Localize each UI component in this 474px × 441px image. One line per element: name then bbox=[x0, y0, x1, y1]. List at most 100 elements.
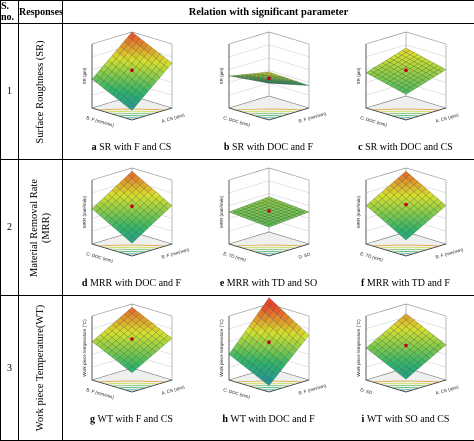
header-responses: Responses bbox=[19, 1, 63, 24]
surface-plot: A: CS (rpm) B: F (mm/min) SR (µm) bbox=[64, 24, 200, 144]
surface-plot: A: CS (rpm) D: SO Work piece temperature (… bbox=[338, 296, 474, 416]
response-label-line: Material Removal Rate bbox=[29, 179, 40, 277]
response-label: Work piece Temperature(WT) bbox=[35, 305, 47, 432]
row-number: 2 bbox=[1, 160, 19, 296]
table-row: 2 Material Removal Rate(MRR) B: F (mm/mi… bbox=[1, 160, 474, 296]
x-axis-label: B: F (mm/min) bbox=[297, 111, 326, 124]
design-point bbox=[130, 204, 134, 208]
response-cell: Work piece Temperature(WT) bbox=[19, 296, 63, 441]
header-row: S. no. Responses Relation with significa… bbox=[1, 1, 474, 24]
panel-caption-text: SR with DOC and CS bbox=[365, 142, 453, 153]
panel-caption-text: MRR with TD and F bbox=[367, 278, 450, 289]
y-axis-label: C: DOC (mm) bbox=[222, 387, 250, 400]
design-point bbox=[404, 203, 408, 207]
x-axis-label: A: CS (rpm) bbox=[160, 384, 185, 395]
x-axis-label: A: CS (rpm) bbox=[434, 112, 459, 123]
panel-letter: b bbox=[224, 142, 232, 153]
y-axis-label: E: TD (mm) bbox=[222, 251, 246, 262]
response-cell: Surface Roughness (SR) bbox=[19, 24, 63, 160]
y-axis-label: C: DOC (mm) bbox=[85, 251, 113, 264]
z-axis-label: SR (µm) bbox=[82, 67, 87, 84]
z-axis-label: MRR (mm³/min) bbox=[82, 196, 87, 228]
panel-caption-text: WT with DOC and F bbox=[230, 414, 314, 425]
plots-cell: B: F (mm/min) C: DOC (mm) MRR (mm³/min) d M… bbox=[63, 160, 474, 296]
panel-caption: b SR with DOC and F bbox=[224, 142, 313, 153]
plots-cell: A: CS (rpm) B: F (mm/min) Work piece tempe… bbox=[63, 296, 474, 441]
panel-caption-text: SR with DOC and F bbox=[232, 142, 313, 153]
design-point bbox=[267, 340, 271, 344]
panel-caption: c SR with DOC and CS bbox=[358, 142, 453, 153]
z-axis-label: SR (µm) bbox=[356, 67, 361, 84]
surface-plot: B: F (mm/min) C: DOC (mm) Work piece tempe… bbox=[201, 296, 337, 416]
z-axis-label: SR (µm) bbox=[219, 67, 224, 84]
z-axis-label: Work piece temperature (°C) bbox=[356, 319, 361, 377]
design-point bbox=[404, 68, 408, 72]
response-label-line: (MRR) bbox=[41, 212, 52, 242]
surface-plot-panel: B: F (mm/min) C: DOC (mm) MRR (mm³/min) d M… bbox=[63, 160, 200, 295]
row-number: 3 bbox=[1, 296, 19, 441]
design-point bbox=[267, 209, 271, 213]
plots-cell: A: CS (rpm) B: F (mm/min) SR (µm) a SR with… bbox=[63, 24, 474, 160]
y-axis-label: C: DOC (mm) bbox=[359, 115, 387, 128]
panel-caption-text: SR with F and CS bbox=[99, 142, 171, 153]
panel-caption: i WT with SO and CS bbox=[362, 414, 450, 425]
header-sno: S. no. bbox=[1, 1, 19, 24]
x-axis-label: A: CS (rpm) bbox=[434, 384, 459, 395]
response-label: Material Removal Rate(MRR) bbox=[29, 179, 53, 277]
design-point bbox=[130, 337, 134, 341]
surface-plot: B: F (mm/min) E: TD (mm) MRR (mm³/min) bbox=[338, 160, 474, 280]
panel-caption: a SR with F and CS bbox=[92, 142, 172, 153]
y-axis-label: B: F (mm/min) bbox=[85, 387, 114, 400]
surface-plot-panel: A: CS (rpm) B: F (mm/min) SR (µm) a SR with… bbox=[63, 24, 200, 159]
surface-plot: B: F (mm/min) C: DOC (mm) SR (µm) bbox=[201, 24, 337, 144]
design-point bbox=[130, 68, 134, 72]
surface-plot-panel: A: CS (rpm) B: F (mm/min) Work piece tempe… bbox=[63, 296, 200, 440]
panel-caption: h WT with DOC and F bbox=[222, 414, 314, 425]
surface-plot: A: CS (rpm) C: DOC (mm) SR (µm) bbox=[338, 24, 474, 144]
surface-plot-panel: A: CS (rpm) C: DOC (mm) SR (µm) c SR with D… bbox=[337, 24, 474, 159]
y-axis-label: B: F (mm/min) bbox=[85, 115, 114, 128]
surface-plot-panel: A: CS (rpm) D: SO Work piece temperature (… bbox=[337, 296, 474, 440]
panel-caption-text: WT with SO and CS bbox=[367, 414, 450, 425]
surface-plot-panel: B: F (mm/min) E: TD (mm) MRR (mm³/min) f MR… bbox=[337, 160, 474, 295]
z-axis-label: MRR (mm³/min) bbox=[356, 196, 361, 228]
panel-caption-text: MRR with DOC and F bbox=[90, 278, 181, 289]
surface-plot: B: F (mm/min) C: DOC (mm) MRR (mm³/min) bbox=[64, 160, 200, 280]
y-axis-label: E: TD (mm) bbox=[359, 251, 383, 262]
surface-plot: D: SO E: TD (mm) MRR (mm³/min) bbox=[201, 160, 337, 280]
table-row: 1 Surface Roughness (SR) A: CS (rpm) B: F… bbox=[1, 24, 474, 160]
table-row: 3 Work piece Temperature(WT) A: CS (rpm)… bbox=[1, 296, 474, 441]
panel-letter: d bbox=[82, 278, 90, 289]
header-relation: Relation with significant parameter bbox=[63, 1, 474, 24]
design-point bbox=[404, 344, 408, 348]
response-label: Surface Roughness (SR) bbox=[35, 40, 47, 143]
surface-plot-panel: B: F (mm/min) C: DOC (mm) SR (µm) b SR with… bbox=[200, 24, 337, 159]
x-axis-label: B: F (mm/min) bbox=[297, 383, 326, 396]
panel-letter: e bbox=[220, 278, 227, 289]
panel-caption: f MRR with TD and F bbox=[361, 278, 450, 289]
y-axis-label: D: SO bbox=[359, 387, 373, 395]
x-axis-label: A: CS (rpm) bbox=[160, 112, 185, 123]
z-axis-label: Work piece temperature (°C) bbox=[219, 319, 224, 377]
header-sno-text: S. no. bbox=[1, 1, 14, 23]
panel-caption: g WT with F and CS bbox=[90, 414, 173, 425]
y-axis-label: C: DOC (mm) bbox=[222, 115, 250, 128]
surface-plot-panel: B: F (mm/min) C: DOC (mm) Work piece tempe… bbox=[200, 296, 337, 440]
z-axis-label: MRR (mm³/min) bbox=[219, 196, 224, 228]
x-axis-label: B: F (mm/min) bbox=[160, 247, 189, 260]
z-axis-label: Work piece temperature (°C) bbox=[82, 319, 87, 377]
x-axis-label: B: F (mm/min) bbox=[434, 247, 463, 260]
row-number: 1 bbox=[1, 24, 19, 160]
panel-letter: a bbox=[92, 142, 100, 153]
surface-plot: A: CS (rpm) B: F (mm/min) Work piece tempe… bbox=[64, 296, 200, 416]
response-cell: Material Removal Rate(MRR) bbox=[19, 160, 63, 296]
panel-caption-text: WT with F and CS bbox=[98, 414, 173, 425]
panel-caption: e MRR with TD and SO bbox=[220, 278, 317, 289]
x-axis-label: D: SO bbox=[297, 251, 311, 259]
panel-letter: g bbox=[90, 414, 98, 425]
design-point bbox=[267, 76, 271, 80]
panel-caption-text: MRR with TD and SO bbox=[227, 278, 317, 289]
panel-caption: d MRR with DOC and F bbox=[82, 278, 181, 289]
surface-plot-panel: D: SO E: TD (mm) MRR (mm³/min) e MRR with T… bbox=[200, 160, 337, 295]
